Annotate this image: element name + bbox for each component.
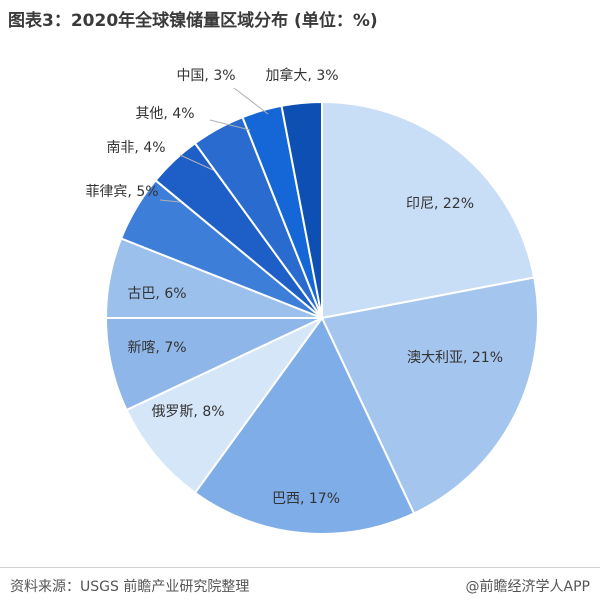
source-note: 资料来源：USGS 前瞻产业研究院整理 [10,579,250,595]
chart-title: 图表3：2020年全球镍储量区域分布 (单位：%) [8,11,378,31]
slice-label-5: 新喀, 7% [127,340,186,356]
pie-slice-2 [320,276,539,515]
leader-line-8 [179,154,214,171]
slice-label-9: 其他, 4% [135,106,194,122]
pie-slice-4 [125,317,323,495]
slice-label-8: 南非, 4% [106,140,165,156]
pie-chart: 印尼, 22% 澳大利亚, 21% 巴西, 17% 俄罗斯, 8% 新喀, 7% 古巴, … [85,67,539,535]
leader-line-10 [233,87,269,115]
pie-slice-11 [280,100,323,319]
slice-label-1: 印尼, 22% [406,196,474,212]
slice-label-4: 俄罗斯, 8% [151,404,224,420]
leader-line-7 [159,199,181,203]
pie-slice-1 [321,100,536,320]
brand-credit: @前瞻经济学人APP [465,579,590,595]
slice-labels: 印尼, 22% 澳大利亚, 21% 巴西, 17% 俄罗斯, 8% 新喀, 7% 古巴, … [85,67,503,507]
slice-label-10: 中国, 3% [176,68,235,84]
footer: 资料来源：USGS 前瞻产业研究院整理 @前瞻经济学人APP [0,567,600,600]
slice-label-11: 加拿大, 3% [265,67,338,84]
slice-label-7: 菲律宾, 5% [85,184,158,200]
slice-label-3: 巴西, 17% [272,491,340,507]
pie-slices [104,100,539,535]
slice-label-2: 澳大利亚, 21% [407,350,503,366]
leader-lines [159,87,269,203]
leader-line-9 [209,119,251,131]
pie-slice-3 [193,316,416,535]
slice-label-6: 古巴, 6% [127,286,186,302]
